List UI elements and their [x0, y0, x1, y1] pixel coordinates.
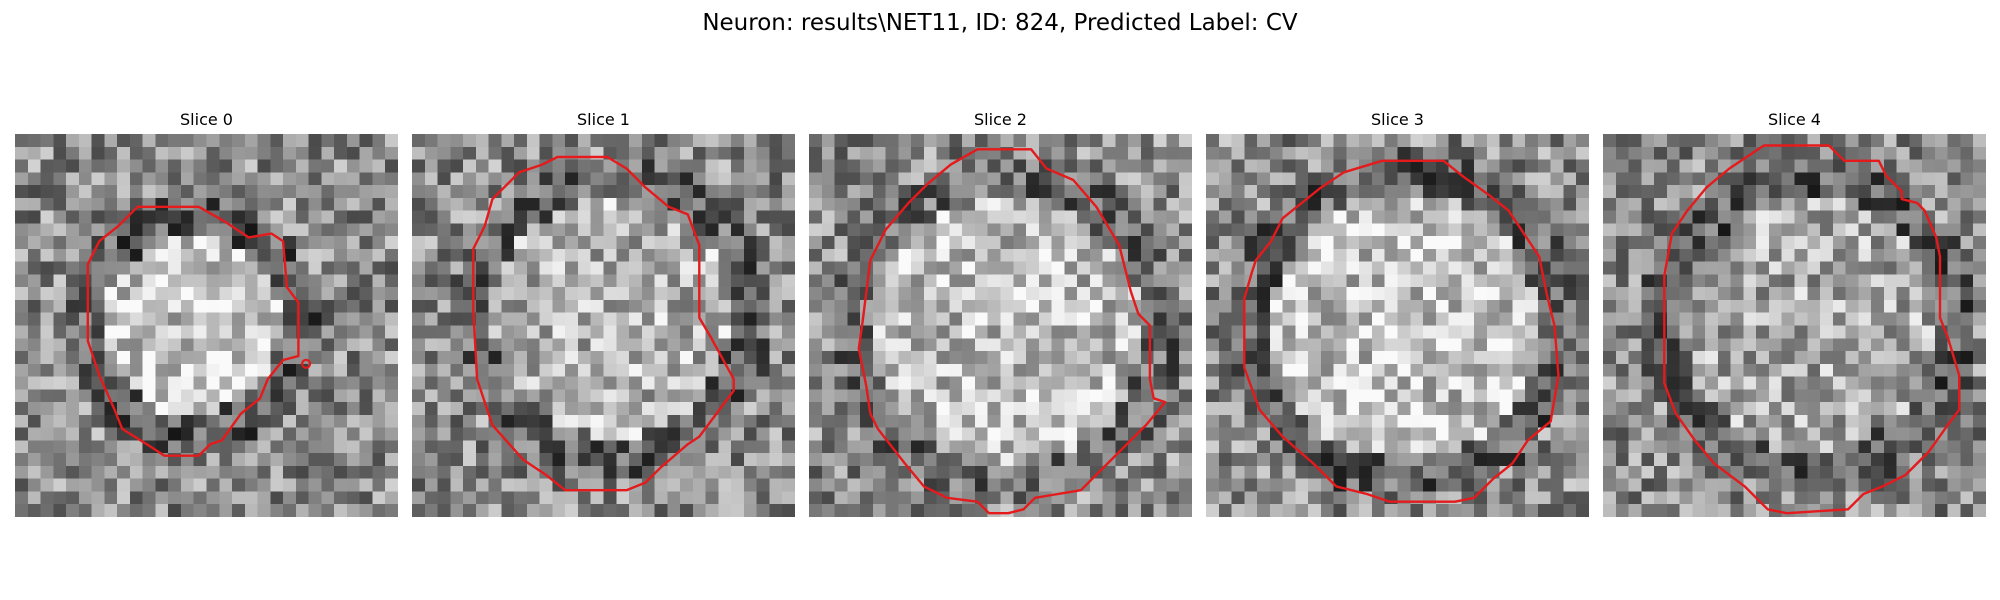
slice-image	[15, 134, 398, 517]
slice-panel: Slice 3	[1206, 108, 1589, 518]
slice-panel: Slice 1	[412, 108, 795, 518]
slice-title: Slice 3	[1371, 110, 1424, 129]
slice-title: Slice 2	[974, 110, 1027, 129]
segmentation-contour	[1243, 159, 1560, 503]
segmentation-contour	[1663, 144, 1961, 515]
contour-outline	[1243, 159, 1560, 503]
slice-panel: Slice 2	[809, 108, 1192, 518]
slice-image	[1206, 134, 1589, 517]
contour-outline	[472, 155, 735, 492]
contour-outline	[857, 148, 1167, 515]
slice-image	[412, 134, 795, 517]
slice-title: Slice 4	[1768, 110, 1821, 129]
figure-title: Neuron: results\NET11, ID: 824, Predicte…	[702, 10, 1298, 36]
contour-fragment	[301, 358, 312, 369]
slice-title: Slice 1	[577, 110, 630, 129]
contour-outline	[86, 205, 300, 457]
slice-image	[809, 134, 1192, 517]
contour-outline	[1663, 144, 1961, 515]
slice-panel: Slice 4	[1603, 108, 1986, 518]
segmentation-contour	[857, 148, 1167, 515]
segmentation-contour	[472, 155, 735, 492]
slice-panel: Slice 0	[15, 108, 398, 518]
slice-title: Slice 0	[180, 110, 233, 129]
segmentation-contour	[86, 205, 312, 457]
slice-image	[1603, 134, 1986, 517]
